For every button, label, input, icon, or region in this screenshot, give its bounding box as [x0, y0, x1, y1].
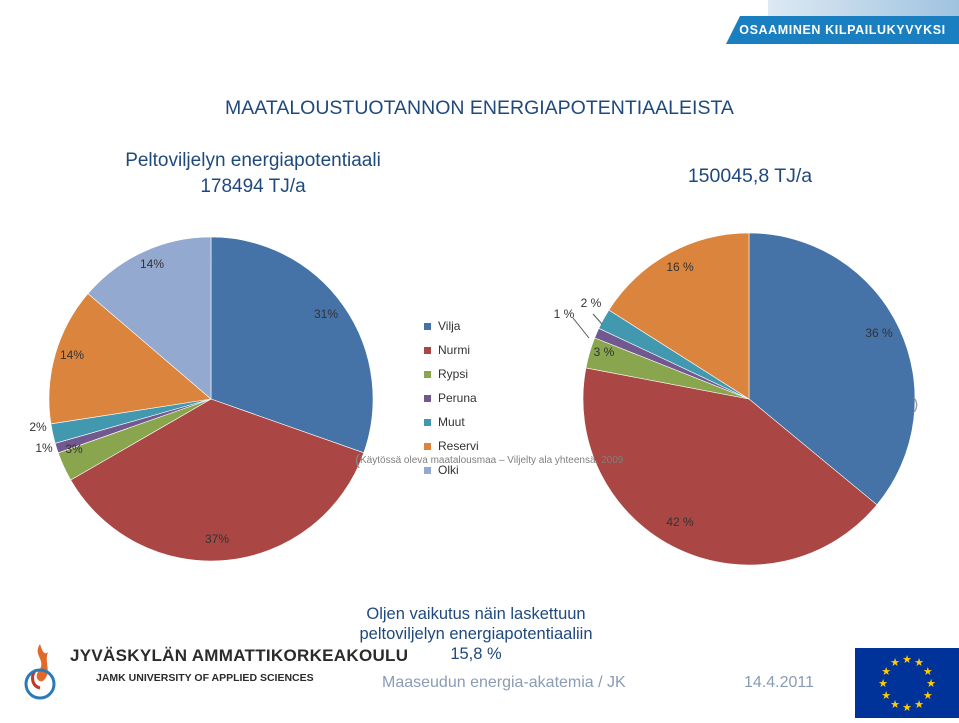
straw-impact-note: Oljen vaikutus näin laskettuun peltovilj…: [306, 604, 646, 664]
legend-swatch: [424, 418, 431, 426]
eu-flag: ★ ★ ★ ★ ★ ★ ★ ★ ★ ★ ★ ★: [855, 648, 959, 718]
legend-label: Nurmi: [438, 343, 470, 357]
footer-date: 14.4.2011: [744, 674, 814, 691]
data-label-olki: 14%: [140, 257, 164, 271]
legend-item: Nurmi: [424, 338, 479, 362]
eu-star: ★: [881, 666, 891, 678]
source-note-text: Käytössä oleva maatalousmaa – Viljelty a…: [360, 455, 624, 466]
legend-item: Peruna: [424, 386, 479, 410]
eu-star: ★: [881, 690, 891, 702]
legend-swatch: [424, 346, 431, 354]
legend-label: Muut: [438, 415, 465, 429]
data-label-reservi: 14%: [60, 348, 84, 362]
eu-star: ★: [878, 678, 888, 690]
eu-star: ★: [926, 678, 936, 690]
main-title: MAATALOUSTUOTANNON ENERGIAPOTENTIAALEIST…: [225, 97, 734, 119]
data-label-peruna: 1%: [35, 441, 53, 455]
legend-item: Muut: [424, 410, 479, 434]
data-label-nurmi: 37%: [205, 532, 229, 546]
legend-item: Rypsi: [424, 362, 479, 386]
left-chart-title: Peltoviljelyn energiapotentiaali 178494 …: [88, 148, 418, 200]
chart-legend: Vilja Nurmi Rypsi Peruna Muut Reservi Ol…: [424, 314, 479, 482]
pie-slice-reservi: [608, 232, 750, 400]
data-label-peruna: 1 %: [554, 307, 575, 321]
legend-swatch: [424, 322, 431, 330]
legend-item: Reservi: [424, 434, 479, 458]
straw-impact-value: 15,8 %: [450, 645, 502, 663]
source-note: (Käytössä oleva maatalousmaa – Viljelty …: [355, 452, 623, 469]
data-label-muut: 2 %: [581, 296, 602, 310]
data-label-nurmi: 42 %: [666, 515, 694, 529]
pie-slice-nurmi: [582, 367, 878, 566]
legend-label: Rypsi: [438, 367, 469, 381]
legend-item: Vilja: [424, 314, 479, 338]
legend-label: Vilja: [438, 319, 461, 333]
leader-line: [592, 313, 603, 325]
pie-slice-olki: [87, 236, 212, 400]
footer-academy: Maaseudun energia-akatemia / JK: [382, 674, 626, 691]
eu-stars-icon: ★ ★★★★★★★★★★★: [878, 654, 936, 714]
data-label-vilja: 31%: [314, 307, 338, 321]
pie-slice-vilja: [748, 232, 916, 506]
left-chart-title-line2: 178494 TJ/a: [200, 176, 306, 197]
eu-star: ★: [902, 654, 912, 666]
data-label-rypsi: 3%: [65, 442, 83, 456]
eu-star: ★: [890, 657, 900, 669]
open-paren: (: [355, 452, 360, 469]
straw-impact-line2: peltoviljelyn energiapotentiaaliin: [359, 625, 593, 643]
eu-star: ★: [914, 699, 924, 711]
eu-star: ★: [914, 657, 924, 669]
data-label-muut: 2%: [29, 420, 47, 434]
pie-slice-reservi: [48, 293, 212, 425]
data-label-vilja: 36 %: [865, 326, 893, 340]
banner-decoration: [768, 0, 959, 16]
legend-swatch: [424, 442, 431, 450]
eu-star: ★: [923, 666, 933, 678]
data-label-rypsi: 3 %: [594, 345, 615, 359]
leader-line: [572, 317, 590, 339]
pie-slice-vilja: [210, 236, 374, 454]
pie-slice-nurmi: [70, 398, 365, 562]
legend-swatch: [424, 394, 431, 402]
legend-item: Olki: [424, 458, 479, 482]
close-paren: ): [913, 396, 919, 413]
slogan-banner: OSAAMINEN KILPAILUKYVYKSI: [726, 16, 959, 44]
eu-star: ★: [923, 690, 933, 702]
legend-label: Peruna: [438, 391, 477, 405]
legend-swatch: [424, 466, 431, 474]
legend-label: Olki: [438, 463, 459, 477]
logo-subtitle: JAMK UNIVERSITY OF APPLIED SCIENCES: [96, 672, 314, 684]
jamk-logo: JYVÄSKYLÄN AMMATTIKORKEAKOULU JAMK UNIVE…: [18, 640, 408, 700]
legend-swatch: [424, 370, 431, 378]
right-chart-title: 150045,8 TJ/a: [687, 165, 813, 187]
left-chart-title-line1: Peltoviljelyn energiapotentiaali: [125, 150, 381, 171]
straw-impact-line1: Oljen vaikutus näin laskettuun: [366, 605, 586, 623]
flame-logo-icon: [24, 644, 56, 700]
logo-name: JYVÄSKYLÄN AMMATTIKORKEAKOULU: [70, 646, 409, 665]
legend-label: Reservi: [438, 439, 479, 453]
data-label-reservi: 16 %: [666, 260, 694, 274]
eu-star: ★: [890, 699, 900, 711]
eu-star: ★: [902, 702, 912, 714]
